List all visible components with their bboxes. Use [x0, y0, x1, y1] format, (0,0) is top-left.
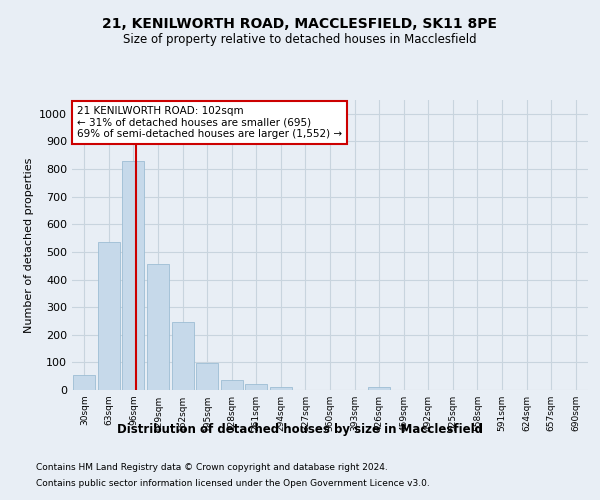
Bar	[122, 161, 145, 390]
Bar	[245, 384, 268, 390]
Y-axis label: Number of detached properties: Number of detached properties	[23, 158, 34, 332]
Bar	[368, 386, 390, 390]
Bar	[196, 363, 218, 390]
Bar	[221, 380, 243, 390]
Text: Size of property relative to detached houses in Macclesfield: Size of property relative to detached ho…	[123, 32, 477, 46]
Bar	[270, 386, 292, 390]
Bar	[147, 264, 169, 390]
Bar	[98, 242, 120, 390]
Text: 21 KENILWORTH ROAD: 102sqm
← 31% of detached houses are smaller (695)
69% of sem: 21 KENILWORTH ROAD: 102sqm ← 31% of deta…	[77, 106, 342, 139]
Text: 21, KENILWORTH ROAD, MACCLESFIELD, SK11 8PE: 21, KENILWORTH ROAD, MACCLESFIELD, SK11 …	[103, 18, 497, 32]
Text: Distribution of detached houses by size in Macclesfield: Distribution of detached houses by size …	[117, 422, 483, 436]
Text: Contains public sector information licensed under the Open Government Licence v3: Contains public sector information licen…	[36, 478, 430, 488]
Text: Contains HM Land Registry data © Crown copyright and database right 2024.: Contains HM Land Registry data © Crown c…	[36, 464, 388, 472]
Bar	[172, 322, 194, 390]
Bar	[73, 375, 95, 390]
